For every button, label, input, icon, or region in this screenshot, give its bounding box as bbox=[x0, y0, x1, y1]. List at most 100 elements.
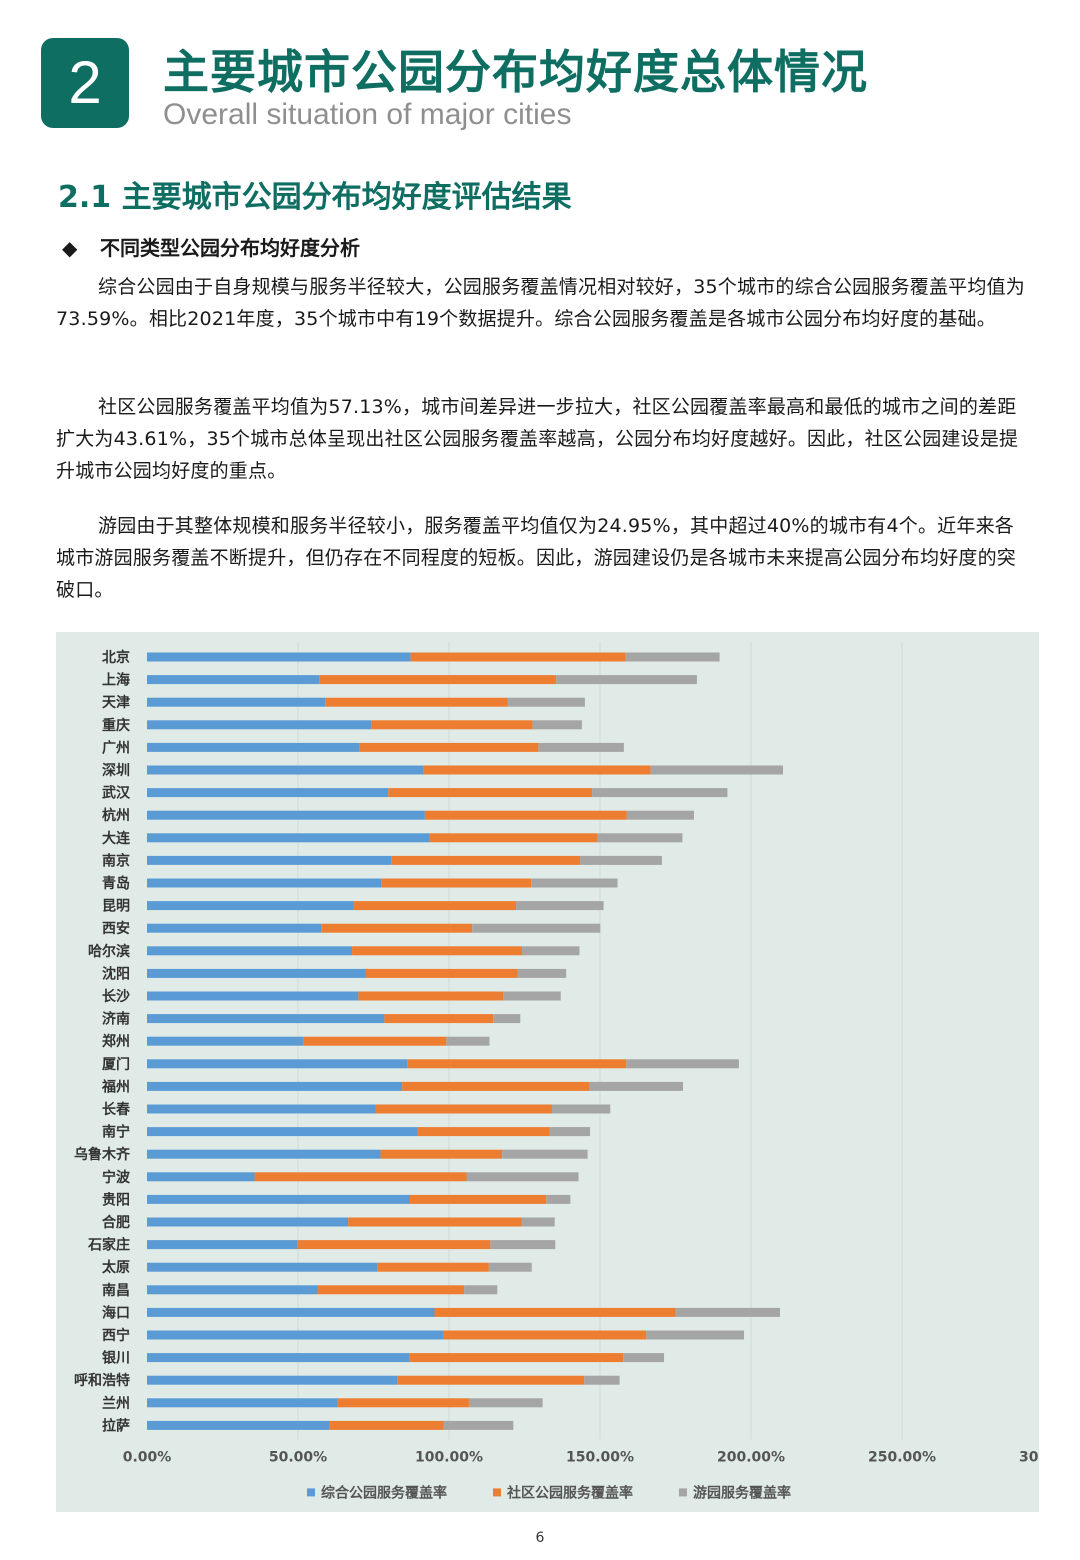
bar-segment bbox=[147, 1307, 435, 1317]
legend-swatch bbox=[679, 1488, 687, 1497]
bar-segment bbox=[358, 991, 504, 1001]
bar-segment bbox=[472, 923, 601, 933]
x-tick-label: 50.00% bbox=[269, 1449, 327, 1465]
bar-segment bbox=[626, 810, 694, 820]
bar-segment bbox=[589, 1081, 684, 1091]
bar-segment bbox=[675, 1307, 780, 1317]
bar-segment bbox=[329, 1420, 444, 1430]
x-tick-label: 250.00% bbox=[868, 1449, 936, 1465]
bar-segment bbox=[337, 1398, 469, 1408]
bar-segment bbox=[147, 1353, 410, 1363]
bar-segment bbox=[147, 1285, 318, 1295]
bar-segment bbox=[625, 652, 720, 662]
category-label: 青岛 bbox=[102, 875, 130, 892]
legend-label: 游园服务覆盖率 bbox=[693, 1484, 791, 1501]
category-label: 海口 bbox=[102, 1304, 130, 1321]
bar-segment bbox=[516, 901, 604, 911]
bar-segment bbox=[429, 833, 598, 843]
bar-segment bbox=[538, 742, 624, 752]
category-label: 沈阳 bbox=[102, 965, 130, 982]
category-label: 宁波 bbox=[102, 1169, 131, 1186]
category-label: 呼和浩特 bbox=[74, 1372, 130, 1389]
category-label: 西宁 bbox=[102, 1327, 130, 1344]
x-tick-label: 300.00% bbox=[1019, 1449, 1039, 1465]
category-label: 贵阳 bbox=[102, 1191, 130, 1208]
bar-segment bbox=[597, 833, 683, 843]
category-label: 福州 bbox=[101, 1078, 130, 1095]
bar-segment bbox=[147, 878, 382, 888]
bar-segment bbox=[546, 1194, 571, 1204]
x-tick-label: 150.00% bbox=[566, 1449, 634, 1465]
bar-segment bbox=[650, 765, 784, 775]
bar-segment bbox=[556, 675, 697, 685]
bar-segment bbox=[147, 765, 424, 775]
bar-segment bbox=[147, 1375, 398, 1385]
bar-segment bbox=[551, 1104, 611, 1114]
bar-segment bbox=[147, 1014, 385, 1024]
bar-segment bbox=[147, 720, 372, 730]
bar-segment bbox=[147, 991, 359, 1001]
bar-segment bbox=[319, 675, 557, 685]
category-label: 银川 bbox=[102, 1350, 130, 1367]
bar-segment bbox=[325, 697, 508, 707]
bar-segment bbox=[522, 946, 580, 956]
bar-segment bbox=[348, 1217, 522, 1227]
bar-segment bbox=[147, 1420, 330, 1430]
bar-segment bbox=[580, 855, 662, 865]
category-label: 天津 bbox=[102, 694, 130, 711]
bar-segment bbox=[507, 697, 585, 707]
bar-segment bbox=[147, 1172, 255, 1182]
diamond-bullet-icon: ◆ bbox=[62, 236, 78, 260]
bar-segment bbox=[147, 901, 354, 911]
category-label: 济南 bbox=[102, 1011, 130, 1028]
bar-segment bbox=[381, 878, 532, 888]
bar-segment bbox=[147, 833, 430, 843]
section-number-badge: 2 bbox=[41, 38, 129, 128]
bar-segment bbox=[490, 1240, 556, 1250]
bar-segment bbox=[410, 652, 626, 662]
bar-segment bbox=[532, 720, 582, 730]
bar-segment bbox=[147, 788, 389, 798]
bar-segment bbox=[147, 1194, 411, 1204]
bar-segment bbox=[321, 923, 473, 933]
bar-segment bbox=[517, 968, 567, 978]
bar-segment bbox=[380, 1149, 503, 1159]
bar-segment bbox=[409, 1353, 624, 1363]
bullet-heading-text: 不同类型公园分布均好度分析 bbox=[100, 236, 360, 260]
bar-segment bbox=[466, 1172, 579, 1182]
bar-segment bbox=[443, 1420, 514, 1430]
category-label: 郑州 bbox=[102, 1033, 130, 1050]
legend-swatch bbox=[307, 1488, 315, 1497]
bar-segment bbox=[317, 1285, 465, 1295]
x-tick-label: 200.00% bbox=[717, 1449, 785, 1465]
bar-segment bbox=[488, 1262, 532, 1272]
bar-segment bbox=[147, 1330, 443, 1340]
category-label: 广州 bbox=[102, 739, 130, 756]
page-title: 主要城市公园分布均好度总体情况 bbox=[163, 45, 868, 99]
bar-segment bbox=[623, 1353, 665, 1363]
bar-segment bbox=[303, 1036, 447, 1046]
bar-segment bbox=[531, 878, 618, 888]
bar-segment bbox=[147, 1059, 408, 1069]
category-label: 哈尔滨 bbox=[88, 943, 130, 960]
category-label: 兰州 bbox=[102, 1395, 130, 1412]
bar-segment bbox=[626, 1059, 739, 1069]
bar-segment bbox=[493, 1014, 521, 1024]
bullet-heading: ◆ 不同类型公园分布均好度分析 bbox=[62, 232, 360, 261]
category-label: 长沙 bbox=[102, 988, 130, 1005]
bar-segment bbox=[371, 720, 533, 730]
bar-segment bbox=[592, 788, 728, 798]
bar-segment bbox=[391, 855, 581, 865]
bar-segment bbox=[297, 1240, 491, 1250]
bar-segment bbox=[502, 1149, 588, 1159]
bar-segment bbox=[446, 1036, 490, 1046]
legend-label: 社区公园服务覆盖率 bbox=[506, 1484, 633, 1501]
paragraph-community-park: 社区公园服务覆盖平均值为57.13%，城市间差异进一步拉大，社区公园覆盖率最高和… bbox=[56, 396, 1019, 482]
paragraph-comprehensive-park: 综合公园由于自身规模与服务半径较大，公园服务覆盖情况相对较好，35个城市的综合公… bbox=[56, 276, 1025, 330]
bar-segment bbox=[147, 1127, 418, 1137]
bar-segment bbox=[147, 946, 353, 956]
category-label: 武汉 bbox=[102, 785, 131, 802]
bar-segment bbox=[377, 1262, 489, 1272]
paragraph-pocket-park: 游园由于其整体规模和服务半径较小，服务覆盖平均值仅为24.95%，其中超过40%… bbox=[56, 515, 1017, 601]
bar-segment bbox=[147, 810, 425, 820]
